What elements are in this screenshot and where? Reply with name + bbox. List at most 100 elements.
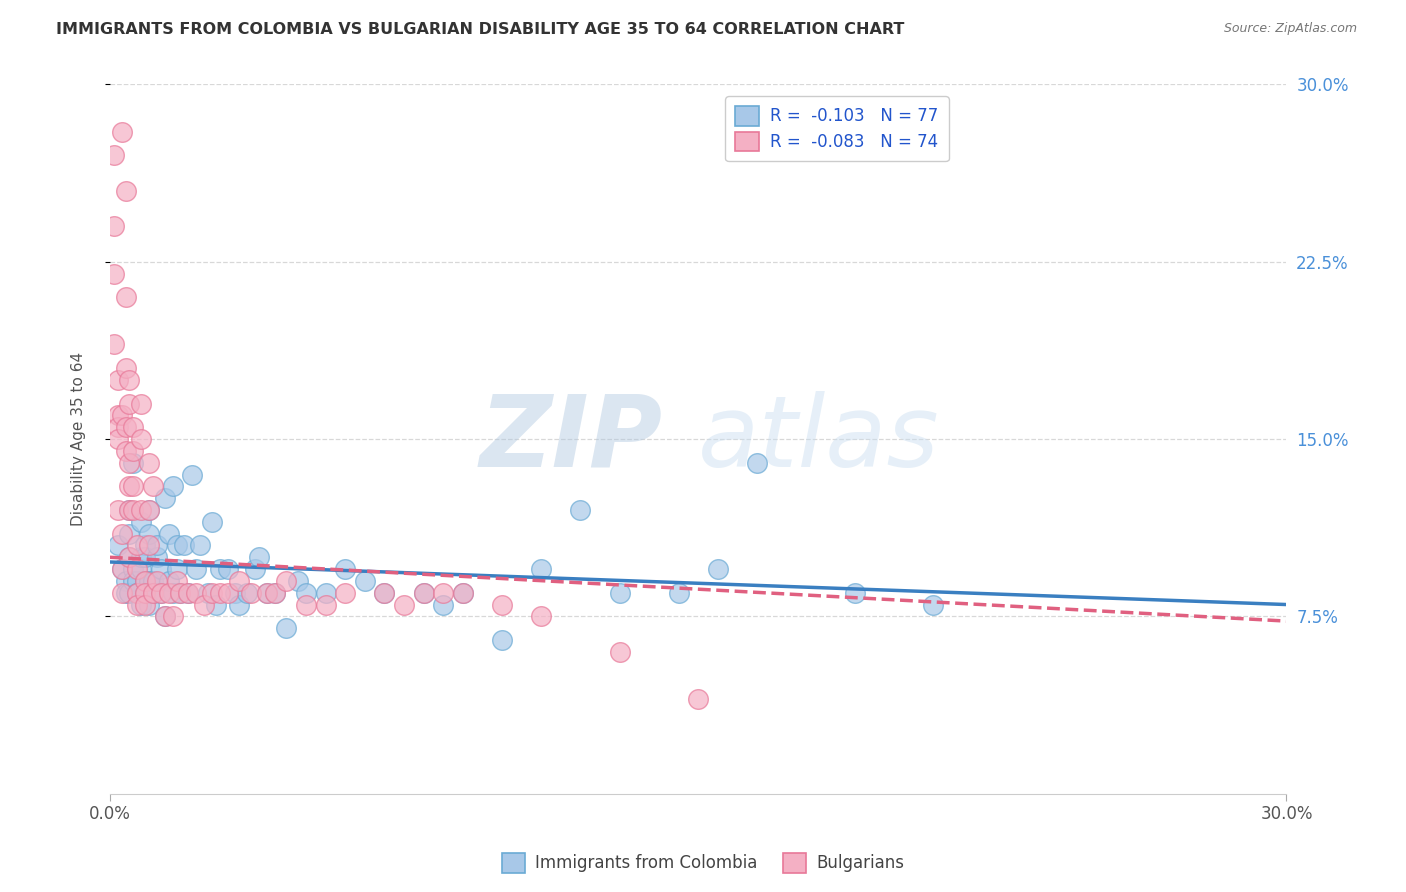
Point [114, 290, 136, 304]
Point [217, 562, 239, 576]
Point [240, 585, 263, 599]
Point [114, 443, 136, 458]
Point [491, 598, 513, 612]
Point [335, 562, 357, 576]
Point [118, 503, 141, 517]
Point [530, 562, 553, 576]
Point [118, 456, 141, 470]
Point [263, 585, 285, 599]
Point [193, 598, 215, 612]
Point [256, 585, 278, 599]
Point [142, 574, 165, 588]
Point [276, 574, 298, 588]
Point [127, 574, 149, 588]
Point [432, 585, 454, 599]
Point [153, 609, 176, 624]
Point [263, 585, 285, 599]
Point [110, 125, 132, 139]
Point [138, 526, 160, 541]
Point [569, 503, 592, 517]
Point [107, 432, 129, 446]
Point [122, 479, 145, 493]
Point [197, 585, 219, 599]
Point [122, 456, 145, 470]
Point [114, 574, 136, 588]
Point [129, 515, 152, 529]
Point [688, 692, 710, 706]
Point [228, 574, 250, 588]
Point [138, 574, 160, 588]
Point [118, 373, 141, 387]
Point [668, 585, 690, 599]
Point [162, 609, 184, 624]
Point [134, 538, 156, 552]
Point [157, 585, 180, 599]
Point [103, 267, 125, 281]
Point [432, 598, 454, 612]
Point [169, 585, 191, 599]
Point [208, 562, 231, 576]
Point [127, 585, 149, 599]
Point [184, 585, 207, 599]
Point [142, 479, 165, 493]
Point [201, 585, 224, 599]
Point [451, 585, 474, 599]
Point [107, 538, 129, 552]
Point [181, 467, 204, 482]
Point [138, 538, 160, 552]
Point [392, 598, 415, 612]
Point [157, 526, 180, 541]
Point [129, 550, 152, 565]
Point [162, 585, 184, 599]
Point [129, 503, 152, 517]
Point [134, 574, 156, 588]
Point [103, 219, 125, 234]
Point [177, 585, 200, 599]
Point [127, 598, 149, 612]
Point [149, 585, 172, 599]
Point [373, 585, 395, 599]
Point [745, 456, 768, 470]
Point [118, 526, 141, 541]
Point [295, 598, 318, 612]
Point [134, 585, 156, 599]
Point [373, 585, 395, 599]
Point [530, 609, 553, 624]
Point [844, 585, 866, 599]
Point [236, 585, 259, 599]
Point [217, 585, 239, 599]
Point [153, 491, 176, 505]
Text: ZIP: ZIP [479, 391, 662, 488]
Point [118, 550, 141, 565]
Point [287, 574, 309, 588]
Point [353, 574, 375, 588]
Point [201, 515, 224, 529]
Point [127, 585, 149, 599]
Point [107, 503, 129, 517]
Point [228, 598, 250, 612]
Point [224, 585, 246, 599]
Legend: R =  -0.103   N = 77, R =  -0.083   N = 74: R = -0.103 N = 77, R = -0.083 N = 74 [725, 96, 949, 161]
Point [169, 585, 191, 599]
Point [177, 585, 200, 599]
Point [107, 420, 129, 434]
Point [412, 585, 434, 599]
Point [173, 538, 195, 552]
Point [142, 585, 165, 599]
Point [118, 479, 141, 493]
Point [103, 337, 125, 351]
Point [142, 585, 165, 599]
Point [118, 585, 141, 599]
Point [707, 562, 730, 576]
Point [146, 574, 169, 588]
Point [127, 585, 149, 599]
Point [110, 526, 132, 541]
Point [134, 550, 156, 565]
Point [110, 585, 132, 599]
Point [122, 443, 145, 458]
Point [134, 574, 156, 588]
Point [134, 585, 156, 599]
Point [103, 148, 125, 162]
Point [166, 562, 188, 576]
Point [146, 550, 169, 565]
